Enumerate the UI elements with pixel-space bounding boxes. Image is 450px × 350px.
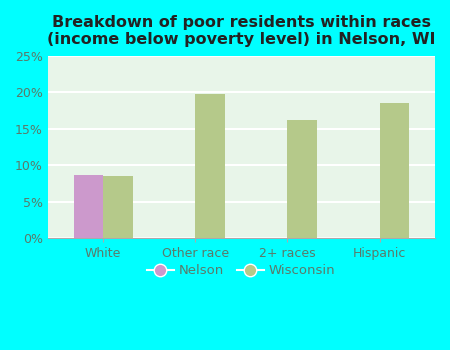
Legend: Nelson, Wisconsin: Nelson, Wisconsin	[142, 259, 341, 283]
Bar	[288, 120, 317, 238]
Bar	[195, 94, 225, 238]
Bar	[103, 176, 133, 238]
Bar	[380, 103, 409, 238]
Title: Breakdown of poor residents within races
(income below poverty level) in Nelson,: Breakdown of poor residents within races…	[47, 15, 436, 47]
Bar	[73, 175, 103, 238]
